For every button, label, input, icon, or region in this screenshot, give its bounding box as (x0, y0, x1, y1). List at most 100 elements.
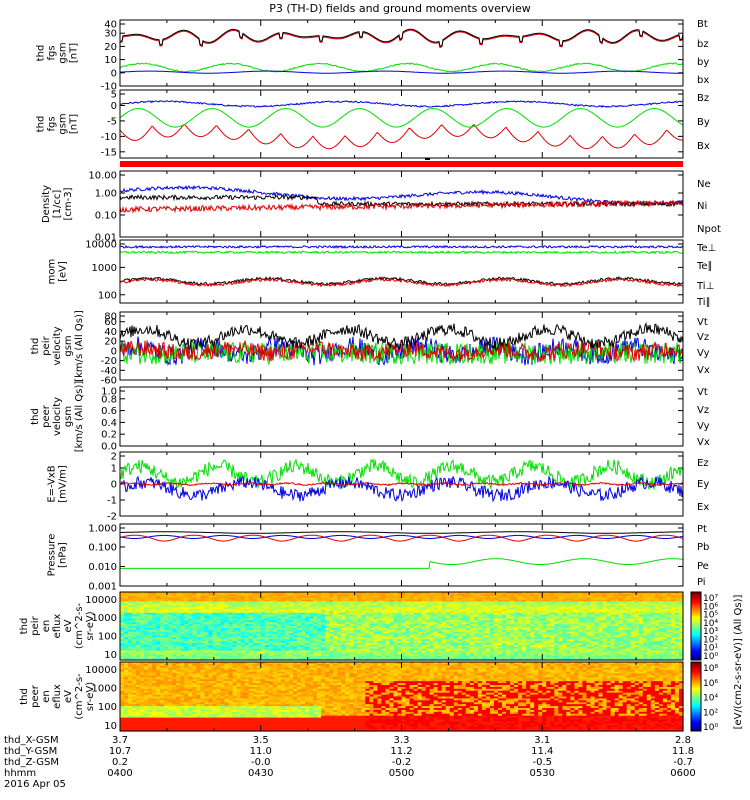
heatmap-cell (506, 654, 511, 657)
heatmap-cell (433, 654, 439, 657)
heatmap-cell (160, 620, 165, 623)
heatmap-cell (409, 599, 415, 603)
heatmap-cell (546, 637, 551, 640)
heatmap-cell (152, 631, 157, 635)
heatmap-cell (401, 610, 407, 614)
heatmap-cell (244, 622, 250, 625)
heatmap-cell (365, 595, 370, 599)
heatmap-cell (156, 637, 161, 640)
heatmap-cell (284, 622, 290, 625)
heatmap-cell (337, 643, 342, 646)
heatmap-cell (514, 658, 519, 661)
heatmap-cell (413, 652, 419, 655)
heatmap-cell (550, 616, 555, 620)
heatmap-cell (357, 644, 362, 648)
heatmap-cell (610, 618, 616, 621)
heatmap-cell (598, 631, 604, 635)
heatmap-cell (385, 622, 391, 625)
heatmap-cell (152, 595, 157, 599)
heatmap-cell (377, 635, 382, 638)
heatmap-cell (618, 635, 624, 638)
heatmap-cell (389, 624, 395, 627)
heatmap-cell (502, 616, 507, 620)
heatmap-cell (329, 637, 334, 640)
heatmap-cell (550, 612, 555, 616)
heatmap-cell (566, 629, 571, 633)
heatmap-cell (389, 620, 395, 623)
heatmap-cell (598, 639, 604, 642)
heatmap-cell (260, 646, 266, 650)
heatmap-cell (128, 618, 133, 621)
heatmap-cell (538, 614, 543, 618)
heatmap-cell (220, 637, 226, 640)
legend-Ni: Ni (697, 201, 707, 212)
heatmap-cell (248, 650, 254, 654)
heatmap-cell (321, 650, 326, 654)
heatmap-cell (288, 658, 294, 661)
heatmap-cell (317, 656, 322, 659)
heatmap-cell (325, 629, 330, 633)
heatmap-cell (469, 635, 475, 638)
heatmap-cell (236, 603, 242, 606)
heatmap-cell (393, 650, 399, 654)
heatmap-cell (518, 612, 523, 616)
heatmap-cell (461, 648, 467, 652)
heatmap-cell (164, 627, 169, 631)
heatmap-cell (345, 597, 350, 601)
heatmap-cell (284, 601, 290, 604)
heatmap-cell (164, 624, 169, 627)
heatmap-cell (586, 652, 592, 655)
heatmap-cell (594, 648, 600, 652)
heatmap-cell (510, 624, 515, 627)
heatmap-cell (493, 626, 499, 629)
heatmap-cell (598, 656, 604, 659)
heatmap-cell (526, 610, 531, 614)
heatmap-cell (618, 605, 624, 608)
heatmap-cell (425, 626, 431, 629)
heatmap-cell (389, 631, 395, 635)
heatmap-cell (345, 637, 350, 640)
heatmap-cell (473, 595, 479, 599)
heatmap-cell (180, 652, 185, 655)
heatmap-cell (481, 620, 487, 623)
heatmap-cell (361, 635, 366, 638)
heatmap-cell (357, 618, 362, 621)
heatmap-cell (260, 610, 266, 614)
heatmap-cell (292, 627, 298, 631)
heatmap-cell (333, 609, 338, 612)
heatmap-cell (614, 644, 620, 648)
heatmap-cell (296, 633, 302, 637)
legend-by: by (697, 57, 709, 68)
heatmap-cell (365, 635, 370, 638)
heatmap-cell (325, 622, 330, 625)
heatmap-cell (180, 637, 185, 640)
heatmap-cell (622, 595, 628, 599)
heatmap-cell (313, 646, 318, 650)
heatmap-cell (465, 592, 471, 595)
heatmap-cell (120, 620, 125, 623)
heatmap-cell (485, 607, 491, 610)
heatmap-cell (300, 610, 306, 614)
heatmap-cell (606, 627, 612, 631)
heatmap-cell (493, 631, 499, 635)
heatmap-cell (252, 643, 258, 646)
heatmap-cell (313, 605, 318, 608)
heatmap-cell (498, 599, 503, 603)
heatmap-cell (192, 644, 198, 648)
heatmap-cell (493, 618, 499, 621)
heatmap-cell (244, 656, 250, 659)
heatmap-cell (405, 637, 411, 640)
heatmap-cell (321, 609, 326, 612)
heatmap-cell (280, 592, 286, 595)
heatmap-cell (280, 607, 286, 610)
heatmap-cell (329, 597, 334, 601)
heatmap-cell (160, 658, 165, 661)
heatmap-cell (124, 595, 129, 599)
heatmap-cell (321, 592, 326, 595)
heatmap-cell (526, 607, 531, 610)
heatmap-cell (574, 592, 580, 595)
heatmap-cell (333, 593, 338, 597)
heatmap-cell (180, 593, 185, 597)
heatmap-cell (518, 620, 523, 623)
heatmap-cell (502, 658, 507, 661)
